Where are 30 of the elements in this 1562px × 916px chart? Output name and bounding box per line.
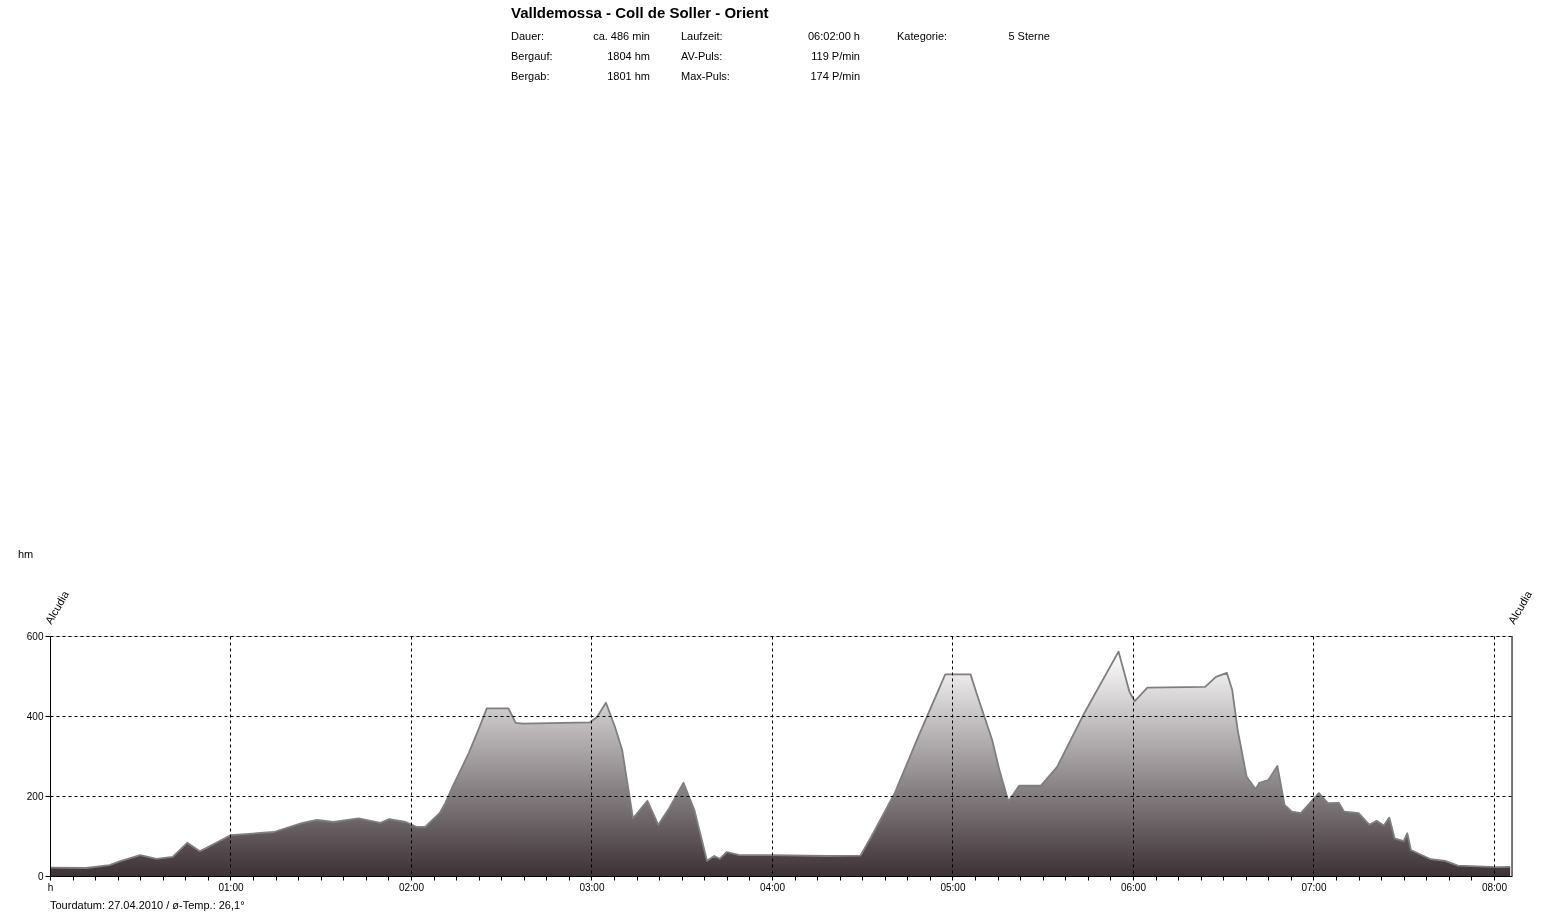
- text: Dauer:: [511, 30, 545, 42]
- text: Bergab:: [511, 70, 550, 82]
- text: 174 P/min: [810, 70, 860, 82]
- x-tick-label: 03:00: [579, 881, 605, 893]
- y-tick-label: 0: [37, 870, 44, 882]
- text: ca. 486 min: [593, 30, 650, 42]
- x-tick-label: h: [47, 881, 54, 893]
- chart-title: Valldemossa - Coll de Soller - Orient: [511, 4, 769, 21]
- text: Tourdatum: 27.04.2010 / ø-Temp.: 26,1°: [50, 899, 245, 911]
- text: 06:02:00 h: [808, 30, 860, 42]
- y-tick-label: 400: [26, 710, 44, 722]
- text: 1804 hm: [607, 50, 650, 62]
- text: 5 Sterne: [1008, 30, 1050, 42]
- text: 119 P/min: [811, 50, 860, 62]
- x-tick-label: 01:00: [218, 881, 244, 893]
- x-tick-label: 02:00: [398, 881, 425, 893]
- x-tick-label: 08:00: [1481, 881, 1508, 893]
- text: AV-Puls:: [681, 50, 723, 62]
- x-tick-label: 04:00: [759, 881, 786, 893]
- x-tick-label: 06:00: [1120, 881, 1147, 893]
- text: hm: [18, 548, 34, 560]
- y-tick-label: 200: [26, 790, 44, 802]
- text: Kategorie:: [897, 30, 948, 42]
- text: 1801 hm: [607, 70, 650, 82]
- y-tick-label: 600: [26, 630, 44, 642]
- x-tick-label: 07:00: [1301, 881, 1327, 893]
- x-tick-label: 05:00: [940, 881, 966, 893]
- text: Bergauf:: [511, 50, 553, 62]
- text: Max-Puls:: [681, 70, 730, 82]
- text: Laufzeit:: [681, 30, 723, 42]
